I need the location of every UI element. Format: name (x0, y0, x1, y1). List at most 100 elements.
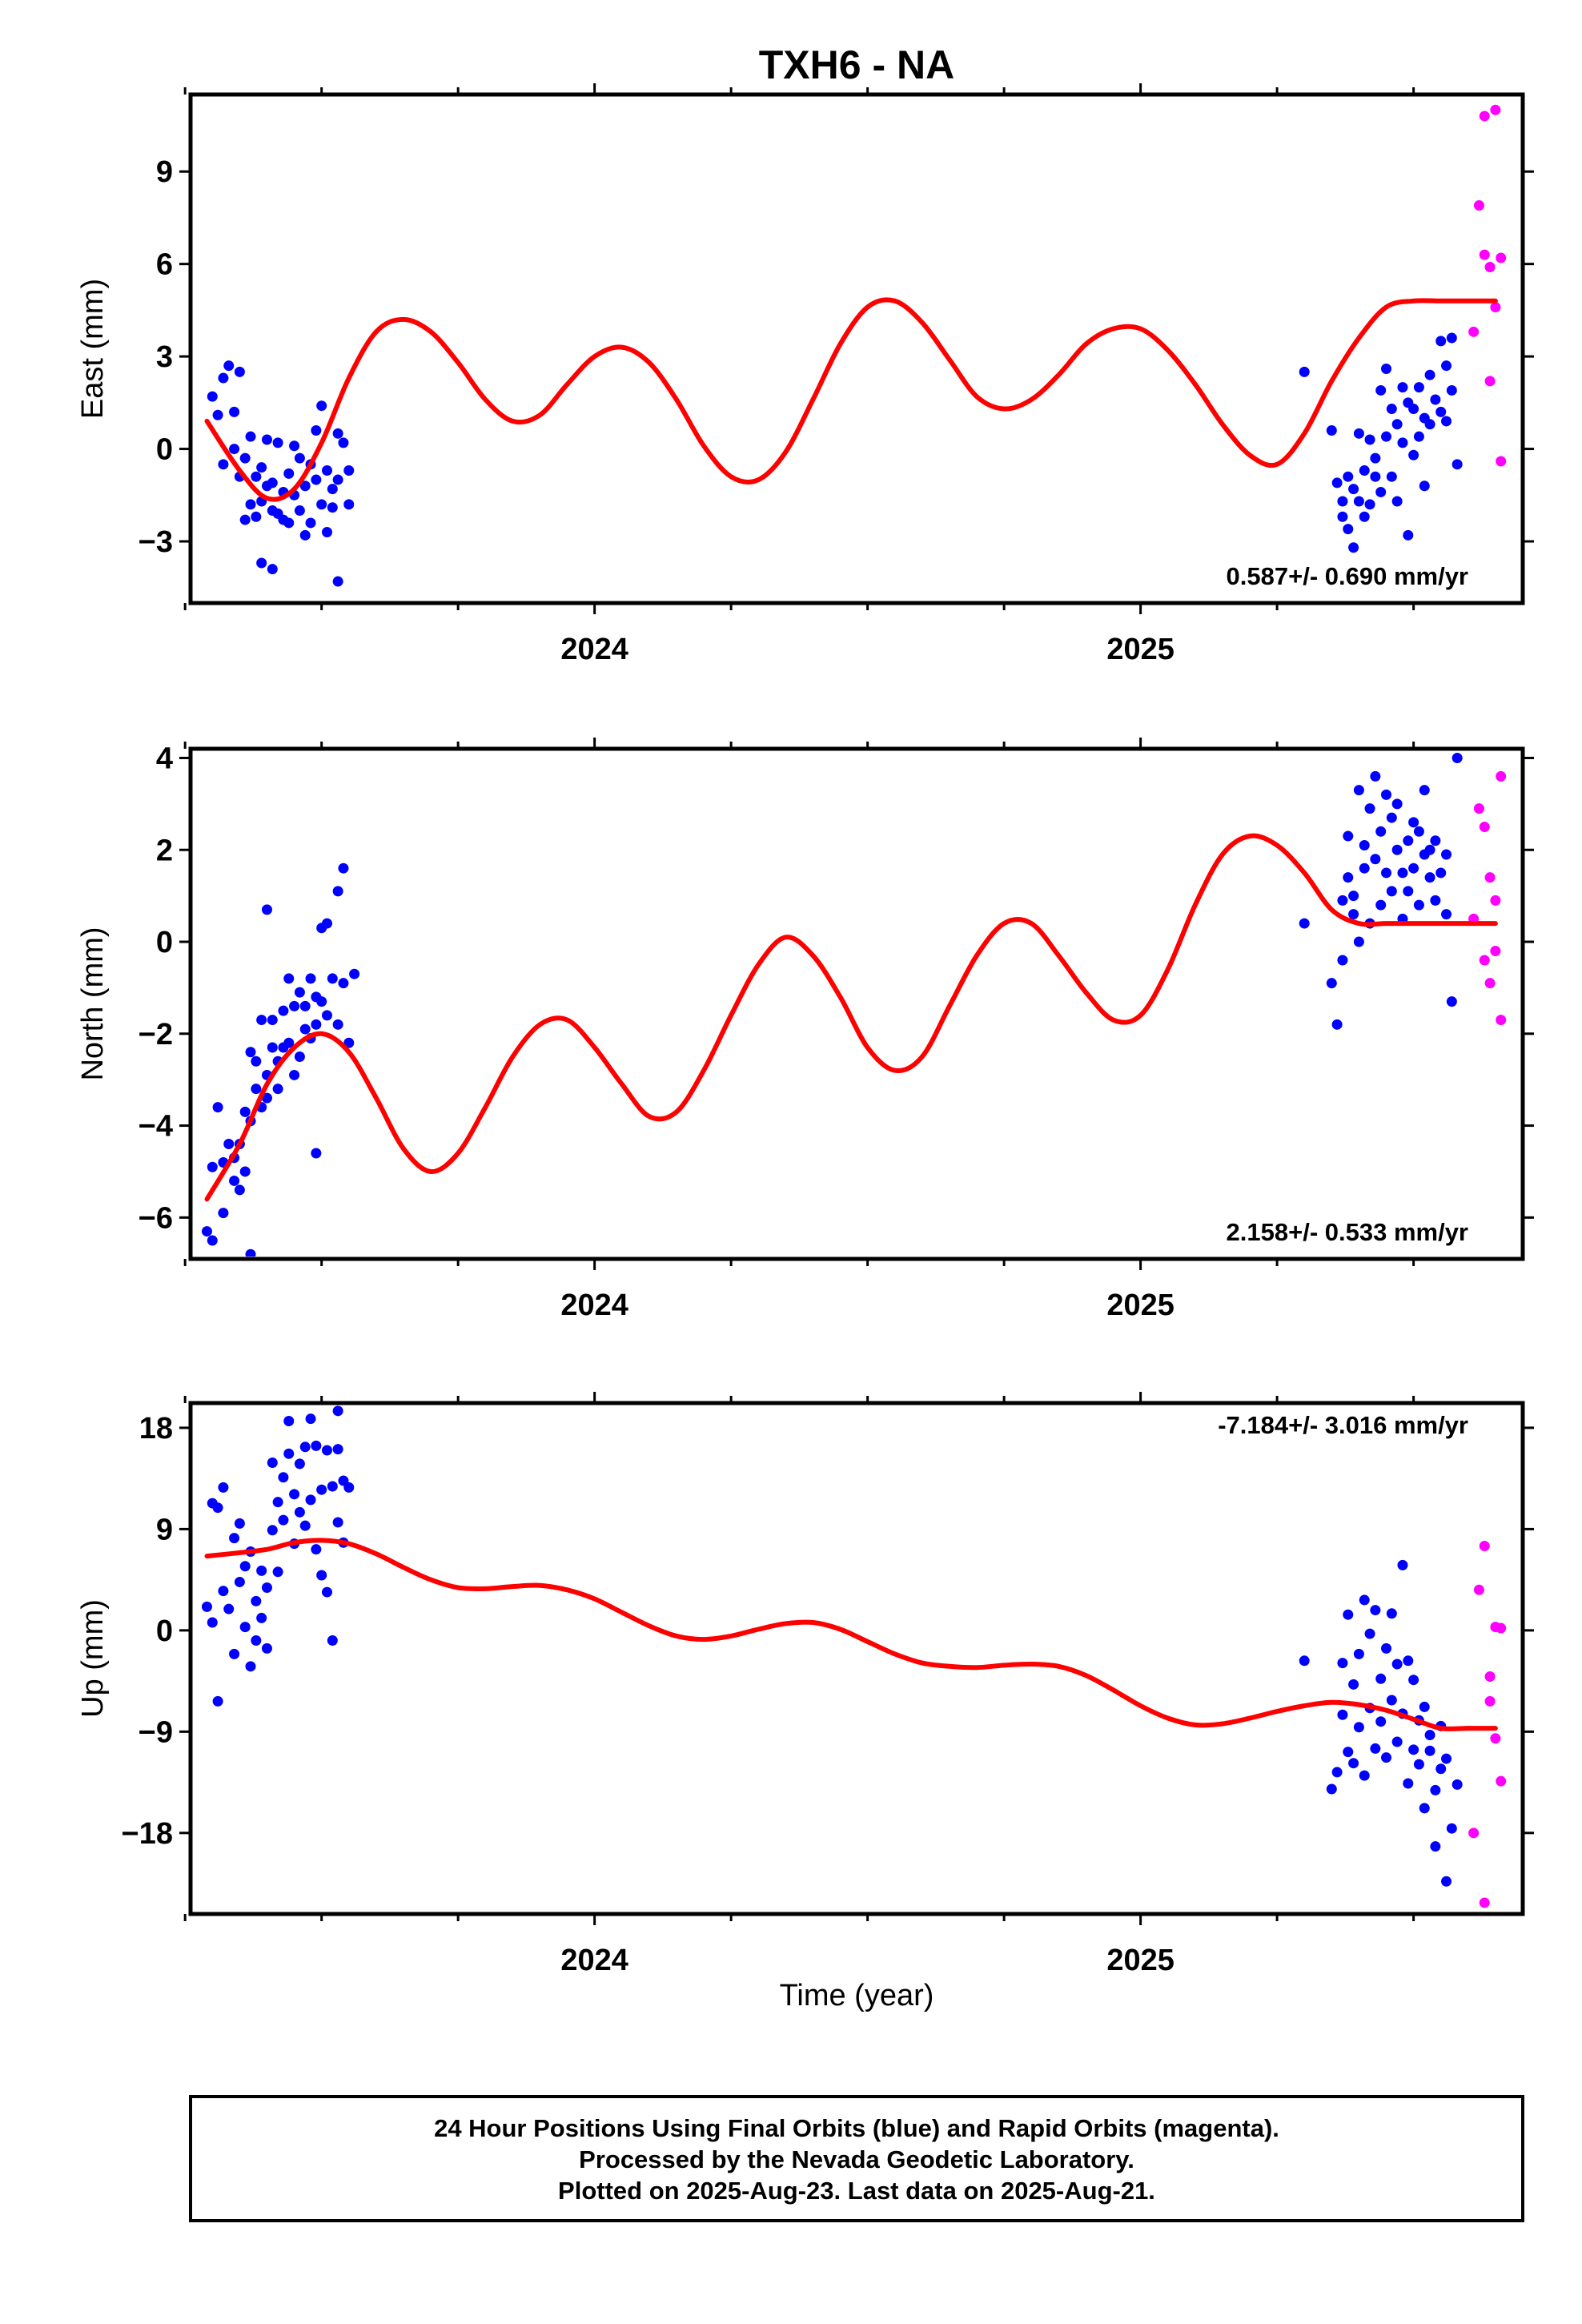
final-orbit-point (1391, 844, 1403, 855)
rapid-orbit-point (1479, 955, 1490, 966)
final-orbit-point (316, 1570, 327, 1581)
y-tick-label: 0 (156, 433, 173, 467)
final-orbit-point (321, 1445, 332, 1456)
final-orbit-point (327, 973, 338, 984)
final-orbit-point (1348, 542, 1359, 553)
final-orbit-point (1446, 1823, 1457, 1834)
east-panel: −3 0 3 6 9 2024 2025 East (mm) 0.587+/- 0.690 mm… (76, 83, 1534, 666)
final-orbit-point (207, 1617, 218, 1628)
y-tick-label: −18 (122, 1817, 173, 1851)
final-orbit-point (223, 1603, 235, 1614)
final-orbit-point (272, 1497, 283, 1508)
final-orbit-point (1299, 918, 1310, 929)
final-orbit-point (289, 1069, 300, 1080)
final-orbit-point (272, 437, 283, 448)
final-orbit-point (239, 1622, 251, 1633)
rapid-orbit-point (1496, 252, 1507, 263)
final-orbit-point (327, 484, 338, 495)
final-orbit-point (332, 576, 343, 587)
east-axis-label: East (mm) (76, 279, 110, 419)
final-orbit-point (1343, 1747, 1354, 1758)
final-orbit-point (256, 1015, 267, 1026)
final-orbit-point (1435, 336, 1447, 347)
final-orbit-point (311, 1544, 322, 1555)
final-orbit-point (1299, 366, 1310, 377)
x-tick-label: 2024 (560, 1944, 628, 1977)
final-orbit-point (1370, 770, 1381, 782)
final-orbit-point (1299, 1655, 1310, 1667)
final-orbit-point (1441, 1876, 1452, 1887)
final-orbit-point (234, 1576, 245, 1587)
final-orbit-point (1359, 1594, 1370, 1606)
final-orbit-point (1391, 798, 1403, 810)
final-orbit-point (1337, 955, 1348, 966)
final-orbit-point (223, 360, 235, 372)
final-orbit-point (261, 1582, 272, 1593)
final-orbit-point (343, 1037, 355, 1048)
y-tick-label: −9 (139, 1715, 173, 1749)
final-orbit-point (207, 391, 218, 402)
final-orbit-point (1441, 849, 1452, 860)
final-orbit-point (251, 1635, 262, 1647)
rapid-orbit-point (1496, 1015, 1507, 1026)
final-orbit-point (289, 1000, 300, 1011)
final-orbit-point (1391, 496, 1403, 507)
final-orbit-point (239, 1561, 251, 1572)
model-fit-line (204, 1538, 1498, 1731)
final-orbit-point (343, 499, 355, 510)
plot-frame (188, 1401, 1525, 1916)
final-orbit-point (245, 499, 256, 510)
final-orbit-point (1353, 936, 1364, 947)
final-orbit-point (218, 1482, 229, 1493)
footer-box: 24 Hour Positions Using Final Orbits (bl… (189, 2095, 1524, 2222)
final-orbit-point (1403, 1778, 1414, 1789)
final-orbit-point (332, 428, 343, 439)
final-orbit-point (1364, 1628, 1375, 1639)
final-orbit-point (1386, 1695, 1397, 1706)
rapid-orbit-point (1479, 1897, 1490, 1908)
rapid-orbit-point (1473, 200, 1484, 211)
y-tick-label: 18 (139, 1412, 173, 1445)
final-orbit-point (305, 1413, 316, 1425)
final-orbit-point (278, 1514, 289, 1526)
y-tick-label: 9 (156, 1513, 173, 1546)
final-orbit-point (1419, 1803, 1430, 1814)
final-orbit-point (294, 1506, 305, 1518)
final-orbit-point (1452, 1779, 1463, 1790)
final-orbit-point (1381, 789, 1392, 800)
final-orbit-point (1326, 424, 1337, 436)
final-orbit-point (1424, 369, 1435, 380)
final-orbit-point (261, 904, 272, 915)
final-orbit-point (1375, 826, 1387, 837)
final-orbit-point (278, 1005, 289, 1016)
final-orbit-point (1353, 1722, 1364, 1733)
x-axis-label: Time (year) (780, 1979, 934, 2012)
final-orbit-point (1424, 844, 1435, 855)
final-orbit-point (1408, 449, 1419, 460)
final-orbit-point (338, 978, 349, 989)
final-orbit-point (251, 1595, 262, 1606)
final-orbit-point (201, 1226, 212, 1237)
final-orbit-point (283, 517, 295, 529)
rapid-orbit-point (1479, 1540, 1490, 1551)
final-orbit-point (299, 1000, 311, 1011)
x-tick-label: 2024 (560, 1289, 628, 1322)
final-orbit-point (267, 1457, 278, 1468)
final-orbit-point (1364, 803, 1375, 814)
final-orbit-point (1348, 891, 1359, 902)
final-orbit-point (239, 1166, 251, 1177)
final-orbit-point (1348, 1758, 1359, 1769)
north-axis-label: North (mm) (76, 927, 110, 1080)
y-tick-label: 0 (156, 926, 173, 959)
final-orbit-point (1359, 465, 1370, 476)
final-orbit-point (294, 987, 305, 998)
final-orbit-point (1430, 1841, 1441, 1852)
final-orbit-point (229, 1648, 240, 1659)
final-orbit-point (251, 1084, 262, 1095)
final-orbit-point (1430, 835, 1441, 846)
final-orbit-point (1359, 511, 1370, 522)
final-orbit-point (207, 1235, 218, 1246)
final-orbit-point (1364, 434, 1375, 445)
final-orbit-point (1375, 384, 1387, 396)
final-orbit-point (1419, 1701, 1430, 1712)
